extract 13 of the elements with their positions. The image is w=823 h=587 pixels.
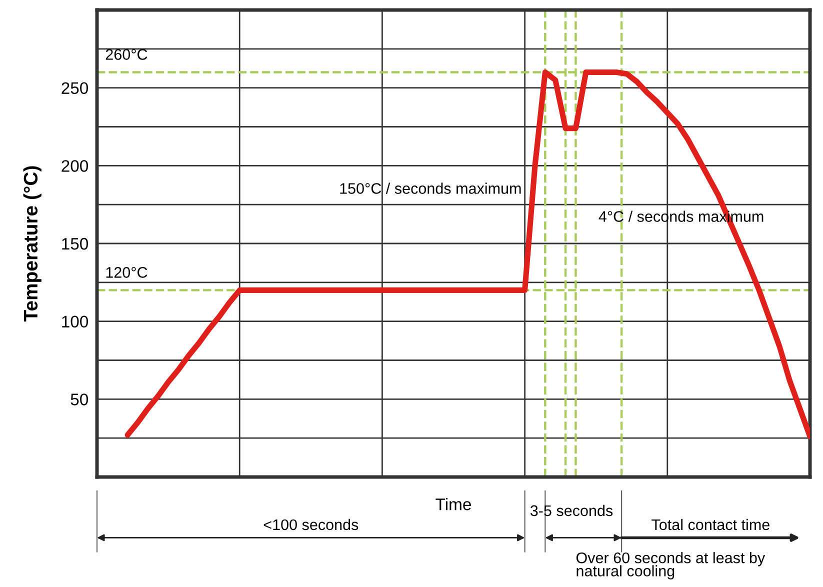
- y-axis-title: Temperature (°C): [23, 166, 42, 322]
- text: Over 60 seconds at least by natural cooling: [576, 552, 766, 580]
- y-tick-label: 50: [70, 394, 88, 406]
- text: <100 seconds: [264, 518, 358, 530]
- y-tick-label: 250: [62, 82, 88, 94]
- x-axis-title: Time: [436, 498, 471, 510]
- y-tick-label: 150: [62, 238, 88, 250]
- text: Total contact time: [652, 518, 770, 530]
- y-tick-label: 100: [62, 316, 88, 328]
- ref-line-label: 120°C: [106, 267, 148, 278]
- y-tick-label: 200: [62, 160, 88, 172]
- ref-line-label: 260°C: [106, 49, 148, 60]
- annotation: 150°C / seconds maximum: [340, 182, 521, 194]
